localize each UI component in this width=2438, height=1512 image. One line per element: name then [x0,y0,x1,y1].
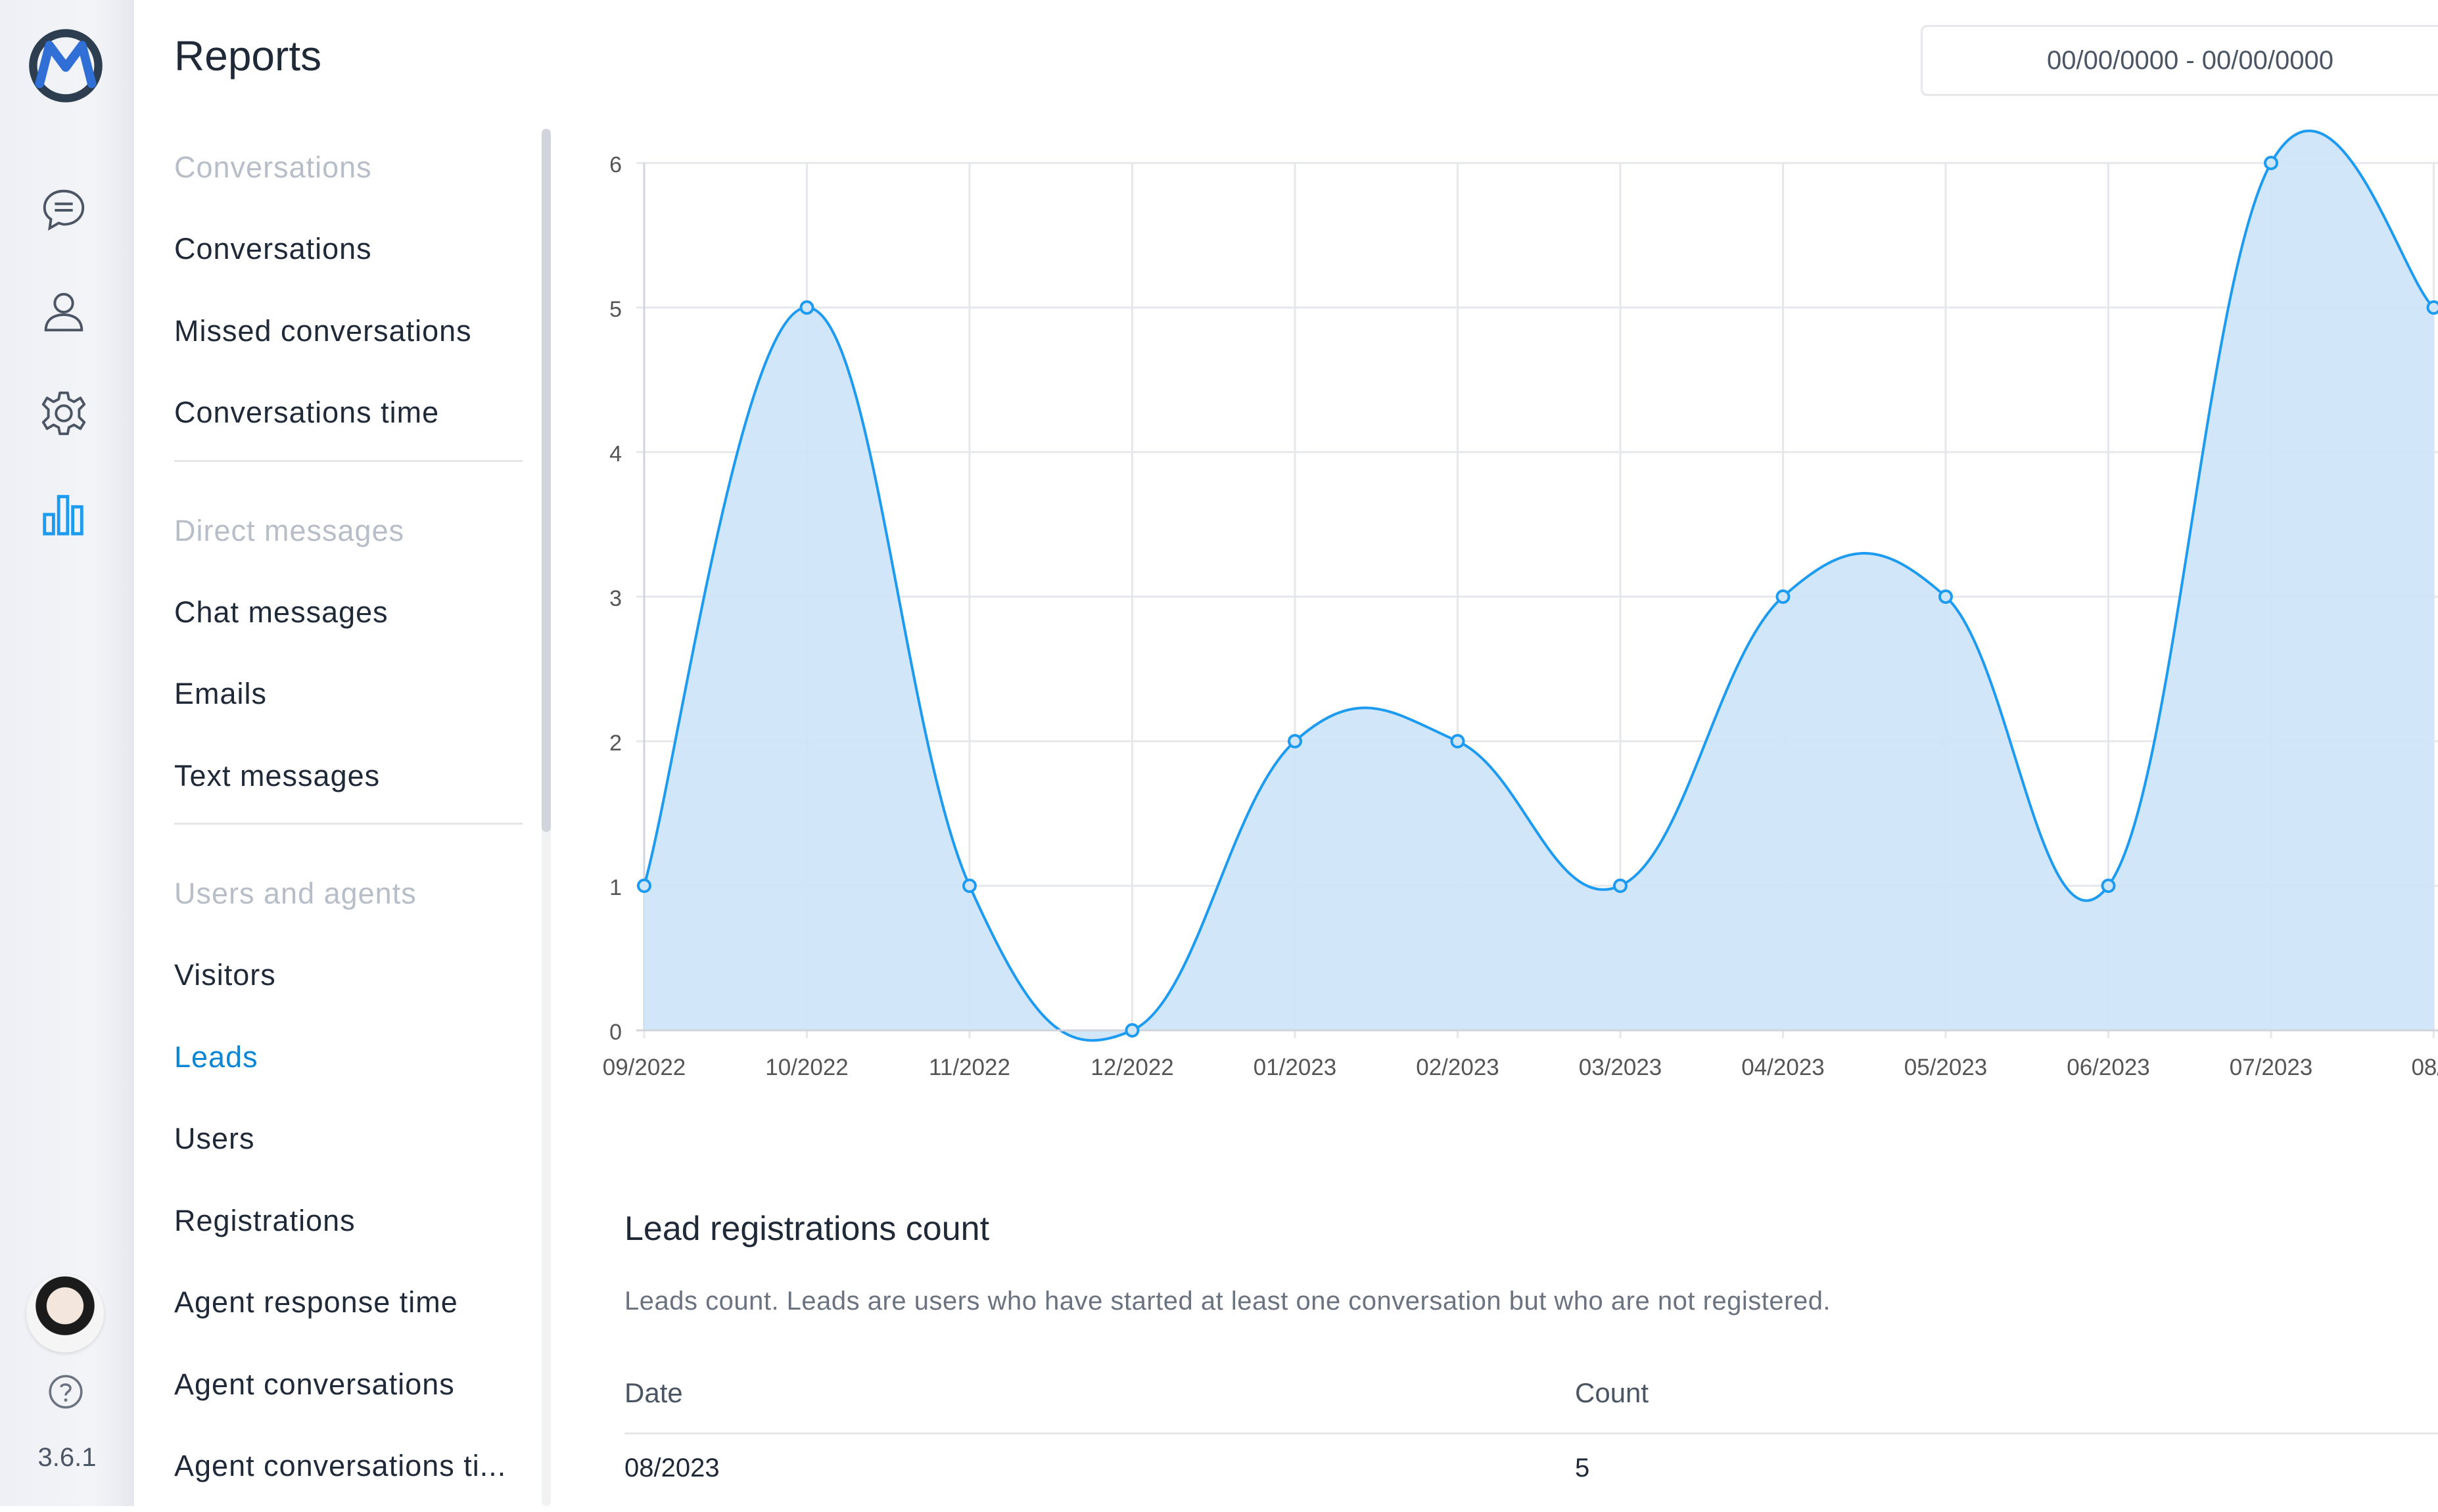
chart-y-tick-label: 2 [609,731,622,756]
chart-x-tick-label: 03/2023 [1579,1055,1662,1080]
table-cell-count: 5 [1575,1454,1589,1483]
chart-x-tick-label: 12/2022 [1090,1055,1174,1080]
column-header-count[interactable]: Count [1575,1377,1649,1409]
chart-data-point[interactable] [2103,880,2115,892]
chart-x-tick-label: 02/2023 [1416,1055,1499,1080]
chart-y-tick-label: 6 [609,152,622,177]
chart-x-tick-label: 05/2023 [1904,1055,1988,1080]
chart-x-tick-label: 09/2022 [603,1055,686,1080]
chart-y-tick-label: 5 [609,297,622,322]
chart-data-point[interactable] [1614,880,1626,892]
table-title: Lead registrations count [624,1209,989,1249]
table-header-divider [624,1432,2438,1434]
help-icon[interactable] [47,1373,84,1410]
chart-x-tick-label: 07/2023 [2230,1055,2313,1080]
chart-x-tick-label: 10/2022 [765,1055,849,1080]
chart-x-tick-label: 01/2023 [1254,1055,1337,1080]
chart-data-point[interactable] [638,880,650,892]
chart-y-tick-label: 1 [609,875,622,900]
chart-x-tick-label: 04/2023 [1741,1055,1825,1080]
chart-data-point[interactable] [1777,591,1789,603]
chart-data-point[interactable] [2265,157,2277,169]
chart-y-tick-label: 0 [609,1020,622,1045]
nav-item-registrations[interactable]: Registrations [174,1185,523,1267]
nav-item-agent-conversations-time[interactable]: Agent conversations ti... [174,1430,523,1512]
chart-data-point[interactable] [1127,1024,1138,1036]
chart-data-point[interactable] [1452,735,1464,747]
chart-data-point[interactable] [801,302,813,313]
chart-x-tick-label: 06/2023 [2067,1055,2150,1080]
chart-y-tick-label: 3 [609,586,622,611]
chart-area-fill [644,131,2434,1040]
chart-x-tick-label: 08/2 [2411,1055,2438,1080]
column-header-date[interactable]: Date [624,1377,683,1409]
chart-y-tick-label: 4 [609,442,622,467]
nav-item-agent-conversations[interactable]: Agent conversations [174,1348,523,1431]
avatar[interactable] [26,1275,104,1352]
chart-data-point[interactable] [1940,591,1952,603]
chart-x-tick-label: 11/2022 [929,1055,1010,1080]
chart-data-point[interactable] [2428,302,2438,313]
table-cell-date: 08/2023 [624,1454,720,1483]
leads-area-chart: 0 1 2 3 4 5 6 09/2022 10/2022 11/2022 12/2022 01/20… [0,0,2438,1117]
chart-data-point[interactable] [964,880,975,892]
chart-data-point[interactable] [1289,735,1301,747]
version-label: 3.6.1 [0,1443,134,1473]
nav-item-agent-response-time[interactable]: Agent response time [174,1266,523,1348]
table-description: Leads count. Leads are users who have st… [624,1287,1831,1316]
